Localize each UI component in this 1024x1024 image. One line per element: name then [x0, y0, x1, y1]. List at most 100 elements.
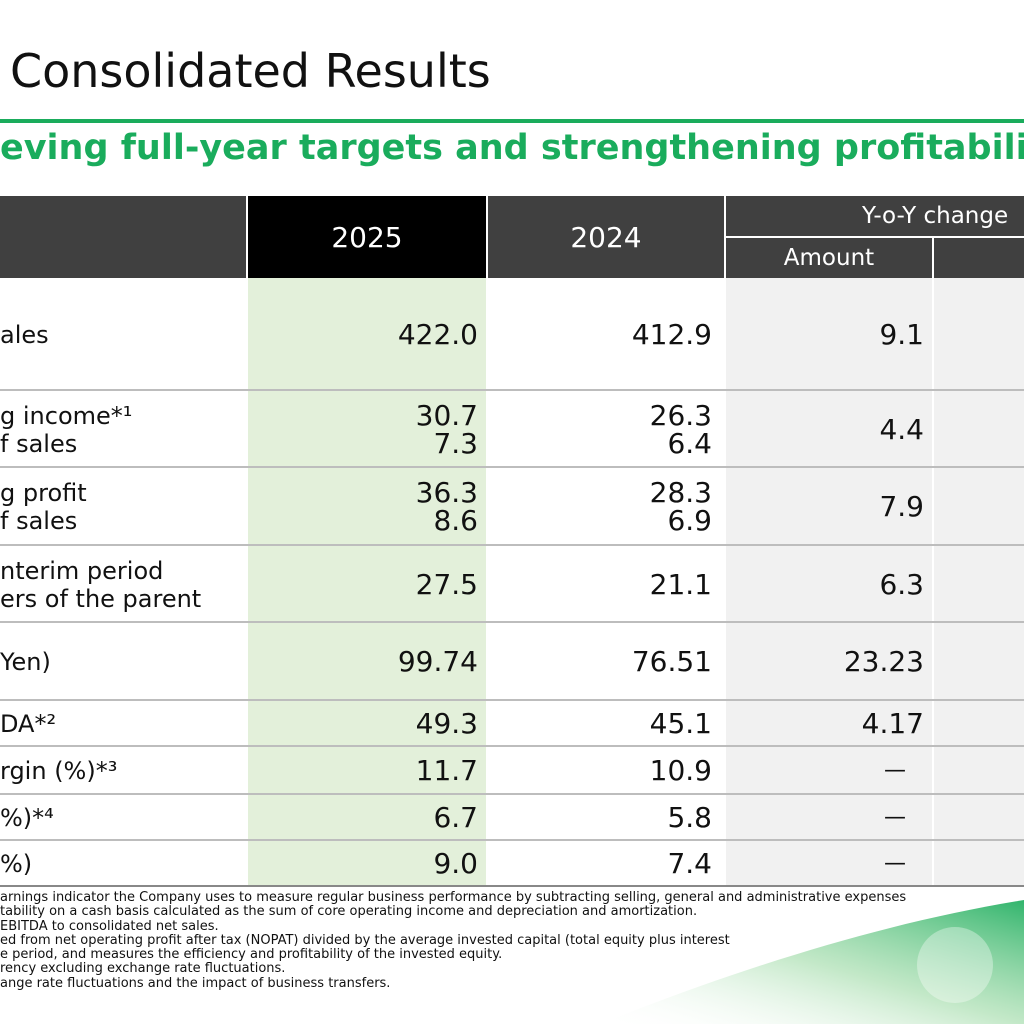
value-2025: 27.5: [248, 547, 486, 622]
row-separator: [0, 839, 1024, 841]
row-label-line: g income*¹: [0, 401, 133, 430]
row-label: %)*⁴: [0, 796, 246, 840]
row-label-line: %)*⁴: [0, 804, 54, 832]
row-label: nterim period ers of the parent: [0, 547, 246, 622]
value-2024-line: 45.1: [649, 707, 712, 740]
value-2025: 36.3 8.6: [248, 469, 486, 545]
value-2024-line: 5.8: [667, 801, 712, 834]
value-amount: 6.3: [879, 567, 924, 601]
value-2025-line: 30.7: [415, 398, 478, 432]
value-2025-line: 27.5: [415, 567, 478, 601]
footnotes: arnings indicator the Company uses to me…: [0, 890, 907, 991]
value-2024: 45.1: [488, 702, 720, 746]
amount-column: [726, 278, 932, 886]
row-label-line: rgin (%)*³: [0, 757, 118, 785]
row-separator: [0, 621, 1024, 623]
header-amount: Amount: [726, 238, 932, 278]
header-rate: [934, 238, 1024, 278]
value-2024-line: 7.4: [667, 847, 712, 880]
value-2025-line: 36.3: [415, 476, 478, 509]
value-2024-line: 76.51: [631, 645, 712, 678]
value-2024-line: 28.3: [649, 476, 712, 509]
value-2025-line: 11.7: [415, 754, 478, 787]
value-2024: 7.4: [488, 842, 720, 886]
value-2024: 5.8: [488, 796, 720, 840]
value-amount: 23.23: [843, 645, 924, 678]
row-separator: [0, 745, 1024, 747]
value-2025-line: 6.7: [433, 801, 478, 834]
value-2024-line: 10.9: [649, 754, 712, 787]
value-amount: —: [884, 758, 906, 783]
row-label-line: ers of the parent: [0, 584, 202, 613]
value-2025: 422.0: [248, 280, 486, 390]
value-2025: 49.3: [248, 702, 486, 746]
row-separator: [0, 699, 1024, 701]
row-label: g income*¹ f sales: [0, 392, 246, 467]
value-2024-line: 21.1: [649, 567, 712, 601]
value-2025: 11.7: [248, 748, 486, 794]
value-2025: 30.7 7.3: [248, 392, 486, 467]
value-2024-line: 26.3: [649, 398, 712, 432]
footnote: tability on a cash basis calculated as t…: [0, 904, 698, 920]
footnote: EBITDA to consolidated net sales.: [0, 918, 219, 934]
row-label: Yen): [0, 624, 246, 700]
row-label: g profit f sales: [0, 469, 246, 545]
row-label-line: g profit: [0, 479, 87, 507]
value-2024: 412.9: [488, 280, 720, 390]
row-label-line: f sales: [0, 429, 78, 458]
value-amount: —: [884, 851, 906, 876]
row-label: ales: [0, 280, 246, 390]
footnote: rency excluding exchange rate fluctuatio…: [0, 961, 286, 977]
row-separator: [0, 793, 1024, 795]
value-2024: 76.51: [488, 624, 720, 700]
value-amount: 9.1: [879, 318, 924, 351]
value-2024-line: 6.9: [667, 504, 712, 537]
value-amount: 4.17: [861, 707, 924, 740]
header-2025: 2025: [248, 196, 486, 278]
decoration-circle: [917, 927, 993, 1003]
value-2025: 9.0: [248, 842, 486, 886]
row-separator: [0, 466, 1024, 468]
footnote: e period, and measures the efficiency an…: [0, 947, 503, 963]
value-2024-line: 6.4: [667, 426, 712, 460]
value-2025-line: 49.3: [415, 707, 478, 740]
row-label: DA*²: [0, 702, 246, 746]
value-amount: —: [884, 805, 906, 830]
row-separator: [0, 885, 1024, 887]
header-2024: 2024: [488, 196, 724, 278]
value-2025-line: 8.6: [433, 504, 478, 537]
value-2025-line: 7.3: [433, 426, 478, 460]
row-label-line: Yen): [0, 648, 51, 676]
value-2024: 10.9: [488, 748, 720, 794]
title: Consolidated Results: [10, 44, 491, 98]
value-2025-line: 422.0: [397, 318, 478, 351]
rate-column: [934, 278, 1024, 886]
footnote: ed from net operating profit after tax (…: [0, 932, 730, 948]
row-label-line: DA*²: [0, 710, 57, 738]
row-separator: [0, 389, 1024, 391]
title-rule: [0, 119, 1024, 123]
value-2025: 6.7: [248, 796, 486, 840]
row-label-line: nterim period: [0, 556, 164, 585]
header-yoy: Y-o-Y change: [726, 196, 1024, 236]
row-label-line: ales: [0, 321, 49, 349]
subtitle: eving full-year targets and strengthenin…: [0, 128, 1024, 168]
value-2025: 99.74: [248, 624, 486, 700]
highlight-column: [248, 278, 486, 886]
value-2024: 21.1: [488, 547, 720, 622]
footnote: ange rate fluctuations and the impact of…: [0, 975, 391, 991]
row-label: rgin (%)*³: [0, 748, 246, 794]
row-label-line: f sales: [0, 507, 78, 535]
value-2024: 28.3 6.9: [488, 469, 720, 545]
header-blank: [0, 196, 246, 278]
decoration-wave: [600, 900, 1024, 1024]
row-separator: [0, 544, 1024, 546]
row-label-line: %): [0, 850, 33, 878]
footnote: arnings indicator the Company uses to me…: [0, 890, 907, 905]
row-label: %): [0, 842, 246, 886]
value-2025-line: 99.74: [397, 645, 478, 678]
value-amount: 7.9: [879, 490, 924, 523]
